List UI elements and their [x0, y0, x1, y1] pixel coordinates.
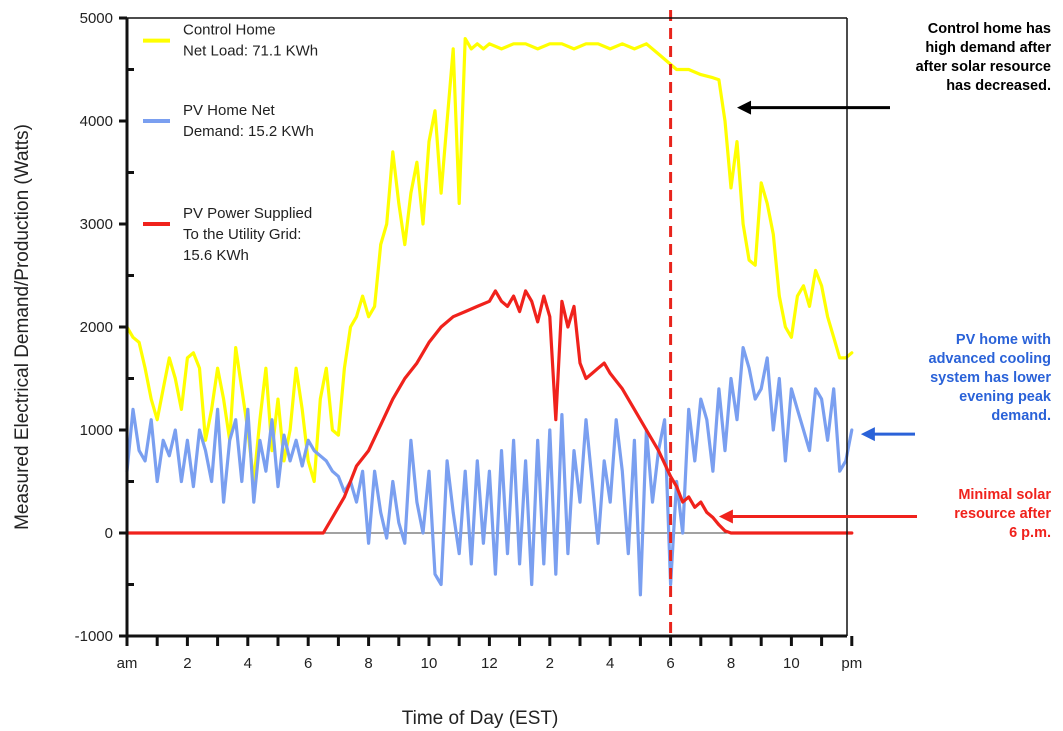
series-line-2	[125, 346, 854, 597]
x-tick-label: 10	[421, 655, 438, 672]
y-tick-label: 4000	[80, 113, 113, 130]
legend-label: PV Power Supplied	[183, 205, 312, 222]
annotation-minimal-solar: Minimal solar resource after 6 p.m.	[831, 486, 1051, 543]
y-tick-label: -1000	[75, 628, 113, 645]
annotation-line: resource after	[954, 506, 1051, 522]
annotation-line: advanced cooling	[928, 351, 1051, 367]
x-tick-label: 2	[183, 655, 191, 672]
annotation-line: PV home with	[955, 332, 1051, 348]
annotation-line: Control home has	[927, 21, 1051, 37]
annotation-pv-home: PV home with advanced cooling system has…	[831, 331, 1051, 426]
x-tick-label: 12	[481, 655, 498, 672]
x-tick-label: 2	[546, 655, 554, 672]
legend-label: To the Utility Grid:	[183, 226, 301, 243]
y-tick-label: 3000	[80, 216, 113, 233]
x-tick-label: am	[117, 655, 138, 672]
x-tick-label: 8	[727, 655, 735, 672]
y-tick-label: 5000	[80, 10, 113, 27]
annotation-line: Minimal solar	[958, 487, 1051, 503]
annotation-line: high demand after	[925, 40, 1051, 56]
annotation-arrowhead	[737, 100, 752, 115]
x-tick-label: 10	[783, 655, 800, 672]
annotation-arrowhead	[860, 427, 875, 442]
annotation-line: system has lower	[930, 370, 1051, 386]
annotation-line: demand.	[991, 408, 1051, 424]
annotation-line: 6 p.m.	[1009, 525, 1051, 541]
y-tick-label: 2000	[80, 319, 113, 336]
legend-label: Control Home	[183, 22, 276, 39]
annotation-line: has decreased.	[946, 78, 1051, 94]
annotation-arrowhead	[718, 509, 733, 524]
legend-label: Demand: 15.2 KWh	[183, 123, 314, 140]
y-tick-label: 0	[105, 525, 113, 542]
legend-label: Net Load: 71.1 KWh	[183, 43, 318, 60]
x-tick-label: 8	[364, 655, 372, 672]
annotation-line: after solar resource	[915, 59, 1051, 75]
annotation-control-home: Control home has high demand after after…	[831, 20, 1051, 96]
legend-label: 15.6 KWh	[183, 247, 249, 264]
series-line-3	[125, 289, 854, 535]
x-tick-label: 6	[304, 655, 312, 672]
legend-label: PV Home Net	[183, 102, 276, 119]
x-axis-title: Time of Day (EST)	[402, 708, 559, 729]
x-tick-label: 4	[606, 655, 614, 672]
y-axis-title: Measured Electrical Demand/Production (W…	[12, 124, 33, 530]
x-tick-label: pm	[841, 655, 862, 672]
y-tick-label: 1000	[80, 422, 113, 439]
annotation-line: evening peak	[959, 389, 1051, 405]
x-tick-label: 6	[666, 655, 674, 672]
x-tick-label: 4	[244, 655, 252, 672]
